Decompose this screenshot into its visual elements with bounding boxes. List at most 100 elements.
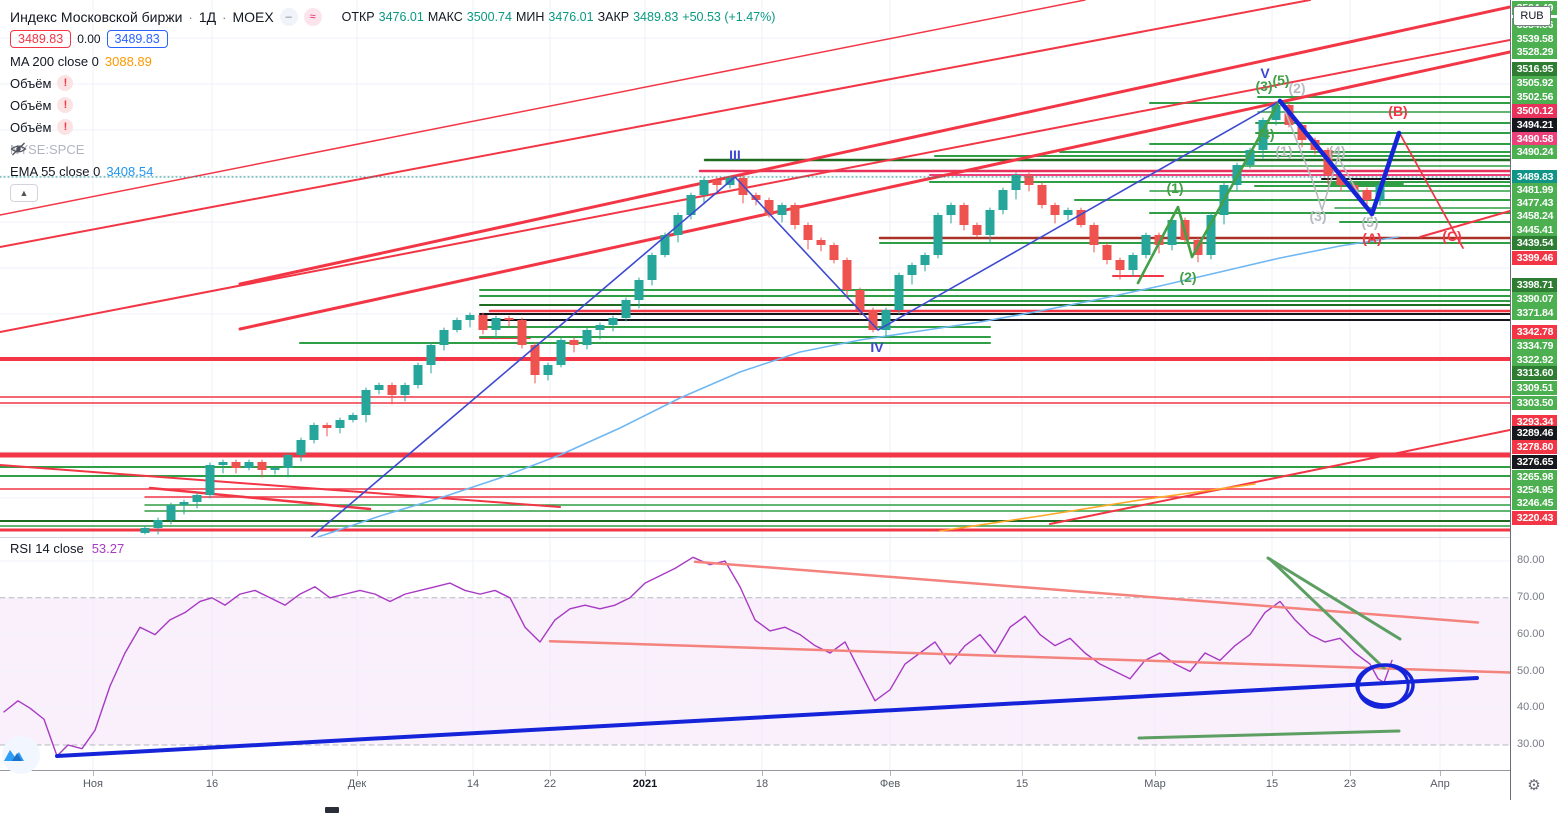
wave-label: (2) [1179, 269, 1196, 285]
time-axis-label: 2021 [632, 778, 658, 790]
trend-lines [0, 0, 1510, 525]
hidden-panel-glyph [325, 807, 339, 813]
candle-body [972, 225, 982, 235]
candle-body [335, 420, 345, 428]
time-axis-label: Ноя [82, 778, 104, 790]
buy-price-button[interactable]: 3489.83 [106, 30, 168, 48]
price-level-label: 3500.12 [1512, 104, 1557, 118]
warning-icon[interactable]: ! [57, 97, 74, 113]
trend-line [1419, 210, 1510, 238]
time-axis-label: 18 [755, 778, 769, 790]
candle-body [686, 195, 696, 215]
candle-body [504, 318, 514, 320]
candle-body [530, 345, 540, 375]
candle-body [1206, 215, 1216, 255]
interval-label[interactable]: 1Д [198, 9, 217, 25]
time-axis-label: 23 [1343, 778, 1357, 790]
price-level-label: 3303.50 [1512, 396, 1557, 410]
minimize-chip-icon[interactable]: – [279, 8, 298, 26]
wave-label: III [729, 147, 741, 163]
price-level-label: 3313.60 [1512, 366, 1557, 380]
main-chart-pane[interactable]: IIIIVV(1)(2)(3)(4)(5)(1)(2)(3)(4)(5)(A)(… [0, 0, 1510, 537]
legend-collapse-button[interactable]: ▲ [10, 184, 38, 202]
trend-line [238, 5, 1510, 286]
candle-body [387, 385, 397, 395]
rsi-legend[interactable]: RSI 14 close 53.27 [10, 541, 124, 556]
volume-label: Объём [10, 75, 52, 91]
time-tick [473, 771, 474, 776]
candle-body [296, 440, 306, 455]
trend-line [1049, 429, 1510, 525]
time-tick [550, 771, 551, 776]
candle-body [816, 240, 826, 245]
symbol-title-row[interactable]: Индекс Московской биржи · 1Д · MOEX – ≈ … [10, 6, 775, 28]
volume-row-2[interactable]: Объём ! [10, 94, 775, 116]
wave-chip-icon[interactable]: ≈ [303, 8, 322, 26]
chart-legend: Индекс Московской биржи · 1Д · MOEX – ≈ … [10, 6, 775, 204]
trend-line [148, 486, 372, 511]
rsi-axis-label: 80.00 [1517, 554, 1545, 566]
candle-body [751, 195, 761, 200]
price-level-label: 3477.43 [1512, 196, 1557, 210]
low-value: 3476.01 [548, 10, 594, 24]
candle-body [1336, 175, 1346, 185]
open-label: ОТКР [341, 10, 375, 24]
time-tick [1155, 771, 1156, 776]
warning-icon[interactable]: ! [57, 119, 74, 135]
candle-body [140, 528, 150, 533]
rsi-pane[interactable] [0, 537, 1510, 770]
warning-icon[interactable]: ! [57, 75, 74, 91]
candle-body [959, 205, 969, 225]
candle-body [439, 330, 449, 345]
candle-body [985, 210, 995, 235]
currency-toggle-button[interactable]: RUB [1513, 6, 1551, 26]
exchange-label: MOEX [232, 9, 274, 25]
rsi-trend-line [693, 560, 1480, 624]
title-separator: · [188, 9, 193, 25]
time-tick [1022, 771, 1023, 776]
volume-row-3[interactable]: Объём ! [10, 116, 775, 138]
bottom-panel-sliver [0, 800, 1557, 813]
candle-body [270, 468, 280, 470]
candle-body [894, 275, 904, 310]
candle-body [1154, 235, 1164, 245]
spce-row[interactable]: NYSE:SPCE [10, 138, 775, 160]
candle-body [218, 462, 228, 465]
price-level-label: 3445.41 [1512, 223, 1557, 237]
candle-body [400, 385, 410, 395]
price-level-label: 3371.84 [1512, 306, 1557, 320]
candle-body [699, 180, 709, 195]
time-axis-label: 22 [543, 778, 557, 790]
price-level-label: 3334.79 [1512, 339, 1557, 353]
time-axis-label: 15 [1015, 778, 1029, 790]
time-tick [212, 771, 213, 776]
candle-body [153, 520, 163, 528]
wave-label: (5) [1361, 214, 1378, 230]
candle-body [868, 310, 878, 330]
time-axis[interactable]: Ноя 16 Дек 14 22 2021 18 Фев 15 Мар 15 23 Апр [0, 770, 1557, 801]
time-axis-label: Фев [879, 778, 901, 790]
candle-body [621, 300, 631, 318]
candles [140, 102, 1385, 535]
ema55-label: EMA 55 close 0 [10, 163, 101, 179]
axis-settings-gear-icon[interactable]: ⚙ [1527, 777, 1541, 794]
tradingview-logo-icon[interactable] [2, 736, 40, 774]
volume-label: Объём [10, 97, 52, 113]
wave-label: (C) [1442, 228, 1461, 244]
price-level-label: 3390.07 [1512, 292, 1557, 306]
sell-price-button[interactable]: 3489.83 [10, 30, 72, 48]
eye-off-icon[interactable] [10, 142, 27, 156]
wave-label: (1) [1166, 180, 1183, 196]
candle-body [1167, 220, 1177, 245]
candle-body [842, 260, 852, 290]
volume-row-1[interactable]: Объём ! [10, 72, 775, 94]
price-axis[interactable]: 3564.493554.863539.583528.293516.953505.… [1510, 0, 1557, 800]
wave-label: (1) [1275, 143, 1292, 159]
symbol-title[interactable]: Индекс Московской биржи [10, 9, 183, 25]
ma200-row[interactable]: MA 200 close 0 3088.89 [10, 50, 775, 72]
trend-line [238, 50, 1510, 331]
close-label: ЗАКР [597, 10, 630, 24]
price-level-label: 3254.95 [1512, 483, 1557, 497]
ema55-row[interactable]: EMA 55 close 0 3408.54 [10, 160, 775, 182]
candle-body [946, 205, 956, 215]
